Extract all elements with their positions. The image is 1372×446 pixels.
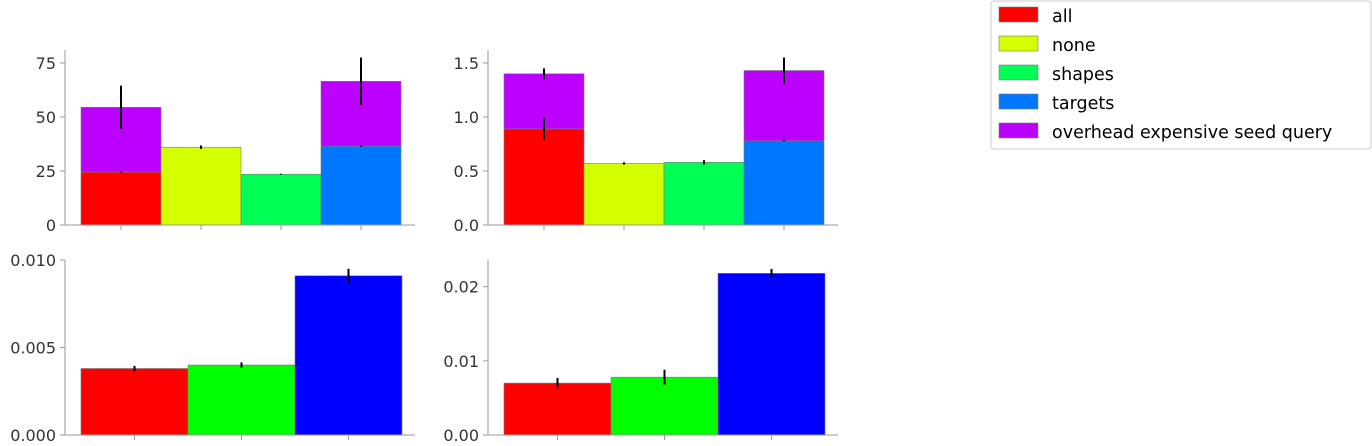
bar-shapes — [240, 173, 322, 226]
legend: all none shapes targets overhead expensive s… — [990, 0, 1372, 150]
y-tick-label: 0.00 — [443, 426, 479, 445]
y-tick-label: 25 — [36, 162, 56, 181]
y-tick-label: 0.0 — [454, 216, 479, 235]
y-tick-label: 0.01 — [443, 352, 479, 371]
chart-panel-2: 0.0 0.5 1.0 1.5 — [454, 50, 838, 235]
bar-all — [80, 171, 162, 226]
bar-targets — [717, 273, 826, 436]
bar-targets — [743, 140, 825, 226]
legend-label: overhead expensive seed query — [1052, 123, 1332, 143]
y-tick-label: 1.5 — [454, 54, 479, 73]
chart-panel-3: 0.000 0.005 0.010 — [10, 251, 415, 445]
legend-swatch — [998, 6, 1039, 23]
bar-none — [160, 146, 242, 226]
legend-label: shapes — [1052, 65, 1114, 85]
legend-label: targets — [1052, 94, 1114, 114]
bar-shapes — [187, 364, 296, 436]
bar-shapes — [610, 376, 719, 436]
y-tick-label: 75 — [36, 54, 56, 73]
y-tick-label: 1.0 — [454, 108, 479, 127]
y-tick-label: 0.010 — [10, 251, 56, 270]
bar-all — [80, 368, 189, 436]
legend-swatch — [998, 64, 1039, 81]
chart-panel-1: 0 25 50 75 — [36, 50, 415, 235]
y-tick-label: 0.000 — [10, 426, 56, 445]
y-tick-label: 50 — [36, 108, 56, 127]
bar-all — [503, 128, 585, 226]
y-tick-label: 0.005 — [10, 339, 56, 358]
y-tick-label: 0.02 — [443, 278, 479, 297]
bar-shapes — [663, 162, 745, 226]
bar-targets — [320, 145, 402, 226]
bar-targets — [294, 275, 403, 436]
chart-panel-4: 0.00 0.01 0.02 — [443, 260, 838, 445]
y-tick-label: 0.5 — [454, 162, 479, 181]
legend-swatch — [998, 122, 1039, 139]
legend-swatch — [998, 93, 1039, 110]
bar-none — [583, 163, 665, 226]
legend-label: all — [1052, 7, 1072, 27]
legend-frame — [990, 0, 1372, 150]
bar-all — [503, 382, 612, 436]
legend-swatch — [998, 35, 1039, 52]
legend-label: none — [1052, 36, 1096, 56]
y-tick-label: 0 — [46, 216, 56, 235]
